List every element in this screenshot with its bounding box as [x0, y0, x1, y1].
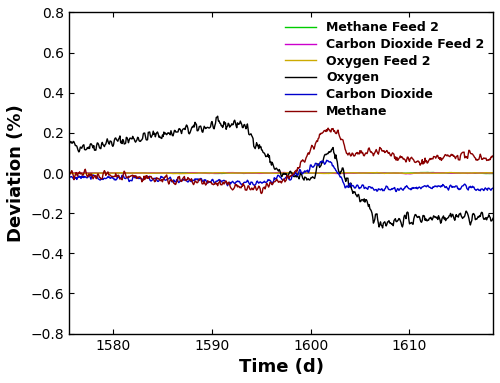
Y-axis label: Deviation (%): Deviation (%) [7, 104, 25, 242]
Carbon Dioxide [393, 189, 399, 194]
Line: Oxygen: Oxygen [69, 116, 493, 228]
Oxygen Feed 2 [175, 171, 181, 176]
Oxygen [380, 226, 386, 230]
Carbon Dioxide [258, 180, 264, 185]
Methane Feed 2 [66, 171, 72, 175]
Carbon Dioxide Feed 2 [386, 171, 392, 175]
Methane [490, 154, 496, 159]
Oxygen [175, 129, 181, 134]
Carbon Dioxide Feed 2 [350, 171, 356, 175]
Oxygen [316, 165, 322, 170]
Methane [325, 126, 331, 131]
Oxygen Feed 2 [258, 170, 264, 175]
Methane [258, 191, 264, 195]
Oxygen Feed 2 [386, 171, 392, 175]
Methane Feed 2 [430, 170, 436, 175]
Carbon Dioxide [324, 158, 330, 162]
Methane [386, 152, 392, 156]
Carbon Dioxide [141, 177, 147, 182]
Carbon Dioxide [386, 187, 392, 192]
Methane Feed 2 [316, 171, 322, 175]
Oxygen [350, 191, 356, 196]
Carbon Dioxide Feed 2 [407, 172, 413, 176]
Oxygen [386, 221, 392, 225]
Methane [316, 132, 322, 136]
Oxygen [490, 216, 496, 221]
Oxygen Feed 2 [316, 171, 322, 176]
Methane Feed 2 [349, 171, 355, 175]
Carbon Dioxide Feed 2 [302, 170, 308, 175]
Carbon Dioxide Feed 2 [66, 171, 72, 175]
Carbon Dioxide Feed 2 [258, 171, 264, 176]
Carbon Dioxide [175, 179, 181, 184]
Carbon Dioxide [350, 183, 356, 188]
Carbon Dioxide [66, 175, 72, 180]
Carbon Dioxide Feed 2 [175, 171, 181, 175]
Oxygen Feed 2 [141, 171, 147, 175]
Methane Feed 2 [258, 170, 264, 175]
Oxygen Feed 2 [374, 170, 380, 175]
Legend: Methane Feed 2, Carbon Dioxide Feed 2, Oxygen Feed 2, Oxygen, Carbon Dioxide, Me: Methane Feed 2, Carbon Dioxide Feed 2, O… [280, 16, 490, 123]
Carbon Dioxide [490, 186, 496, 190]
Oxygen Feed 2 [180, 171, 186, 176]
Methane [258, 191, 264, 196]
Oxygen [141, 131, 147, 135]
Methane Feed 2 [482, 171, 488, 176]
Carbon Dioxide [316, 163, 322, 167]
Line: Carbon Dioxide Feed 2: Carbon Dioxide Feed 2 [69, 172, 493, 174]
Carbon Dioxide Feed 2 [141, 171, 147, 175]
Methane [175, 175, 181, 179]
Oxygen Feed 2 [350, 170, 356, 175]
Line: Carbon Dioxide: Carbon Dioxide [69, 160, 493, 192]
Methane Feed 2 [386, 171, 392, 175]
Line: Methane Feed 2: Methane Feed 2 [69, 172, 493, 173]
X-axis label: Time (d): Time (d) [238, 358, 324, 376]
Methane [141, 174, 147, 178]
Line: Methane: Methane [69, 128, 493, 193]
Oxygen Feed 2 [490, 170, 496, 175]
Methane Feed 2 [490, 171, 496, 176]
Carbon Dioxide Feed 2 [490, 170, 496, 175]
Oxygen Feed 2 [66, 171, 72, 175]
Methane [350, 154, 356, 158]
Oxygen [214, 114, 220, 118]
Oxygen [66, 142, 72, 147]
Methane Feed 2 [141, 170, 147, 175]
Methane [66, 173, 72, 178]
Oxygen [258, 147, 264, 152]
Carbon Dioxide Feed 2 [316, 171, 322, 175]
Methane Feed 2 [175, 170, 181, 175]
